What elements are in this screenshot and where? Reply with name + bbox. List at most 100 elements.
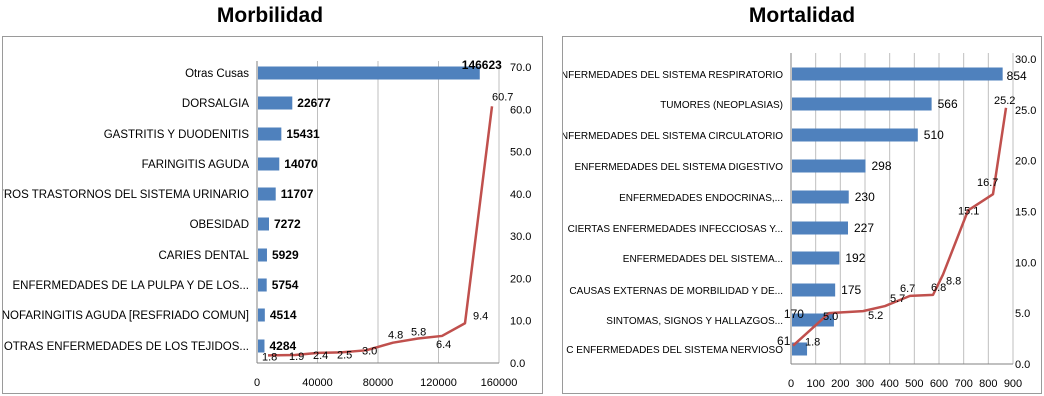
mortalidad-line-label: 5.2 [868,310,883,322]
mortalidad-right-tick-label: 25.0 [1015,105,1036,117]
morbilidad-category-label: OBESIDAD [190,219,249,231]
morbilidad-category-label: GASTRITIS Y DUODENITIS [104,129,250,141]
mortalidad-category-label: CAUSAS EXTERNAS DE MORBILIDAD Y DE... [569,286,783,297]
mortalidad-value-label: 192 [845,251,865,265]
mortalidad-value-label: 566 [938,97,958,111]
morbilidad-category-label: RINOFARINGITIS AGUDA [RESFRIADO COMUN] [3,310,249,322]
morbilidad-right-tick-label: 0.0 [510,358,525,370]
mortalidad-category-label: TUMORES (NEOPLASIAS) [660,100,783,111]
mortalidad-line-label: 15.1 [958,205,979,217]
morbilidad-right-tick-label: 40.0 [510,189,531,201]
mortalidad-x-tick-label: 500 [905,378,923,390]
morbilidad-line-label: 3.0 [362,345,377,357]
morbilidad-right-tick-label: 10.0 [510,316,531,328]
mortalidad-bar [792,342,808,356]
morbilidad-value-label: 4514 [270,308,297,322]
morbilidad-right-tick-label: 60.0 [510,104,531,116]
morbilidad-value-label: 146623 [462,58,502,72]
morbilidad-chart-panel: 0 40000 80000 120000 160000 0.0 10.0 20.0 30.0 40… [2,36,543,394]
morbilidad-value-label: 5754 [272,278,299,292]
morbilidad-bar [258,157,280,171]
mortalidad-line-label: 8.8 [946,276,961,288]
morbilidad-category-label: DORSALGIA [182,98,249,110]
mortalidad-right-tick-label: 0.0 [1015,359,1030,371]
mortalidad-line-label: 1.8 [805,337,820,349]
morbilidad-bar [258,96,293,110]
mortalidad-bar [792,251,840,265]
mortalidad-value-label: 227 [854,221,874,235]
mortalidad-x-tick-label: 200 [831,378,849,390]
mortalidad-x-tick-label: 900 [1004,378,1022,390]
mortalidad-x-tick-label: 800 [979,378,997,390]
mortalidad-value-label: 175 [841,283,861,297]
morbilidad-value-label: 4284 [269,339,296,353]
mortalidad-x-tick-label: 700 [954,378,972,390]
mortalidad-bar [792,221,848,235]
morbilidad-bar [258,187,276,201]
mortalidad-category-label: SINTOMAS, SIGNOS Y HALLAZGOS... [606,316,783,327]
morbilidad-bar [258,339,265,353]
mortalidad-x-tick-label: 0 [788,378,794,390]
morbilidad-right-tick-label: 30.0 [510,231,531,243]
morbilidad-category-label: OTRAS ENFERMEDADES DE LOS TEJIDOS... [4,341,249,353]
mortalidad-category-label: ENFERMEDADES DEL SISTEMA DIGESTIVO [574,162,783,173]
morbilidad-line-label: 2.5 [337,349,352,361]
mortalidad-right-tick-label: 30.0 [1015,54,1036,66]
morbilidad-value-label: 11707 [281,187,314,201]
mortalidad-line-label: 16.7 [977,177,998,189]
morbilidad-bar [258,248,267,262]
morbilidad-x-tick-label: 40000 [302,377,333,389]
mortalidad-x-tick-label: 400 [880,378,898,390]
morbilidad-category-label: CARIES DENTAL [158,250,249,262]
mortalidad-right-tick-label: 15.0 [1015,207,1036,219]
chart-title-mortalidad: Mortalidad [748,4,856,27]
mortalidad-right-tick-label: 5.0 [1015,308,1030,320]
morbilidad-line-label: 9.4 [473,310,488,322]
morbilidad-value-label: 22677 [297,96,331,110]
morbilidad-line-label: 1.9 [289,351,304,363]
chart-title-morbilidad: Morbilidad [216,4,324,27]
morbilidad-value-label: 5929 [272,248,299,262]
mortalidad-bar [792,128,918,142]
morbilidad-line-series [267,106,494,357]
morbilidad-bar [258,127,282,141]
mortalidad-value-label: 510 [924,128,944,142]
morbilidad-line-label: 4.8 [388,330,403,342]
morbilidad-right-tick-label: 20.0 [510,273,531,285]
morbilidad-value-label: 7272 [274,217,301,231]
morbilidad-category-label: FARINGITIS AGUDA [142,159,250,171]
mortalidad-x-tick-label: 100 [806,378,824,390]
mortalidad-chart-svg: 0 100 200 300 400 500 600 700 800 900 0.0 5.0 10.0 15… [563,53,1036,390]
mortalidad-line-label: 5.0 [823,311,838,323]
morbilidad-line-label: 2.4 [313,350,328,362]
morbilidad-x-tick-label: 0 [254,377,260,389]
mortalidad-value-label: 170 [784,307,804,321]
morbilidad-category-label: ENFERMEDADES DE LA PULPA Y DE LOS... [13,280,249,292]
morbilidad-category-label: OTROS TRASTORNOS DEL SISTEMA URINARIO [3,189,249,201]
mortalidad-line-label: 6.7 [900,283,915,295]
mortalidad-line-label: 5.7 [890,293,905,305]
morbilidad-line-label: 5.8 [411,326,426,338]
mortalidad-bar [792,283,836,297]
mortalidad-bar [792,97,932,111]
morbilidad-bar [258,308,265,322]
mortalidad-value-label: 61 [777,334,791,348]
morbilidad-line-label: 60.7 [492,91,513,103]
morbilidad-bar [258,217,269,231]
morbilidad-x-tick-label: 120000 [420,377,457,389]
mortalidad-category-label: CIERTAS ENFERMEDADES INFECCIOSAS Y... [568,224,783,235]
morbilidad-bar [258,66,480,80]
morbilidad-value-label: 15431 [286,127,320,141]
mortalidad-bar [792,67,1003,81]
mortalidad-category-label: ENFERMEDADES DEL SISTEMA RESPIRATORIO [563,70,783,81]
morbilidad-chart-svg: 0 40000 80000 120000 160000 0.0 10.0 20.0 30.0 40… [3,58,531,389]
morbilidad-bar [258,278,267,292]
mortalidad-category-label: ENFERMEDADES DEL SISTEMA CIRCULATORIO [563,131,783,142]
mortalidad-right-tick-label: 10.0 [1015,257,1036,269]
mortalidad-right-tick-label: 20.0 [1015,156,1036,168]
morbilidad-x-tick-label: 160000 [481,377,518,389]
mortalidad-value-label: 230 [855,190,875,204]
mortalidad-value-label: 854 [1007,69,1027,83]
mortalidad-x-tick-label: 600 [930,378,948,390]
mortalidad-bar [792,159,866,173]
